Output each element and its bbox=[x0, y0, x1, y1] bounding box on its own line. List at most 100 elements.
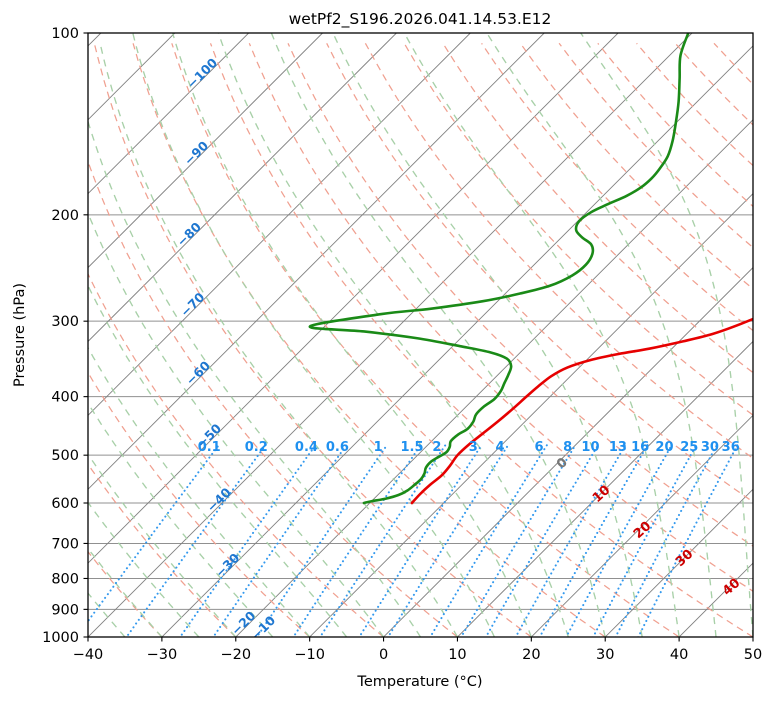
mixing-ratio-line bbox=[460, 443, 577, 637]
mixing-ratio-line bbox=[292, 443, 422, 637]
mixing-ratio-label: 36 bbox=[722, 440, 740, 455]
x-tick-label: −30 bbox=[147, 647, 178, 663]
mixing-ratio-label: 25 bbox=[680, 440, 698, 455]
dry-adiabat-line bbox=[248, 43, 753, 592]
y-tick-label: 300 bbox=[51, 314, 79, 330]
mixing-ratio-line bbox=[178, 443, 317, 637]
mixing-ratio-line bbox=[386, 443, 510, 637]
y-tick-label: 200 bbox=[51, 208, 79, 224]
mixing-ratio-line bbox=[318, 443, 447, 637]
isotherm-line bbox=[88, 33, 471, 416]
x-tick-label: 0 bbox=[379, 647, 388, 663]
moist-adiabat-line bbox=[88, 346, 311, 637]
moist-adiabat-line bbox=[217, 33, 569, 637]
mixing-ratio-line bbox=[429, 443, 549, 637]
y-tick-label: 700 bbox=[51, 536, 79, 552]
dry-adiabat-line bbox=[636, 42, 753, 167]
mixing-ratio-label: 1.5 bbox=[401, 440, 424, 455]
dry-adiabat-line bbox=[88, 159, 458, 637]
mixing-ratio-line bbox=[565, 443, 673, 637]
y-tick-label: 500 bbox=[51, 448, 79, 464]
moist-adiabat-line bbox=[132, 33, 496, 637]
x-tick-label: −40 bbox=[73, 647, 104, 663]
y-tick-label: 100 bbox=[51, 26, 79, 42]
mixing-ratio-line bbox=[484, 443, 600, 637]
dry-adiabat-line bbox=[88, 272, 384, 637]
moist-adiabat-line bbox=[270, 33, 606, 637]
grid-layer bbox=[88, 33, 753, 637]
chart-title: wetPf2_S196.2026.041.14.53.E12 bbox=[289, 10, 552, 29]
y-tick-label: 400 bbox=[51, 390, 79, 406]
isotherm-line bbox=[88, 33, 619, 564]
mixing-ratio-label: 1 bbox=[374, 440, 383, 455]
dry-adiabat-line bbox=[88, 463, 237, 637]
y-tick-label: 1000 bbox=[42, 630, 79, 646]
profile-dewpoint bbox=[308, 33, 690, 505]
moist-adiabat-line bbox=[88, 453, 237, 637]
moist-adiabat-line bbox=[88, 284, 348, 637]
dry-adiabat-line bbox=[519, 42, 753, 290]
moist-adiabat-line bbox=[88, 119, 422, 637]
isotherm-line bbox=[88, 33, 249, 195]
mixing-ratio-line bbox=[212, 443, 348, 637]
isotherm-line bbox=[457, 340, 753, 637]
moist-adiabat-line bbox=[88, 401, 274, 637]
x-tick-label: −20 bbox=[220, 647, 251, 663]
mixing-ratio-line bbox=[592, 443, 698, 637]
profile-temperature bbox=[410, 317, 753, 505]
isotherm-line bbox=[161, 45, 753, 637]
mixing-ratio-label: 3 bbox=[469, 440, 478, 455]
isotherm-line bbox=[235, 119, 753, 637]
moist-adiabat-line bbox=[99, 43, 459, 637]
x-tick-label: 30 bbox=[596, 647, 614, 663]
isotherm-line bbox=[88, 33, 323, 269]
x-tick-label: 10 bbox=[448, 647, 466, 663]
axis-layer: −40 −30 −20 −10 0 10 20 30 40 5010020030040050060… bbox=[42, 26, 762, 663]
mixing-ratio-label: 13 bbox=[609, 440, 627, 455]
mixing-ratio-label: 4 bbox=[495, 440, 504, 455]
moist-adiabat-line bbox=[580, 33, 753, 637]
y-tick-label: 600 bbox=[51, 496, 79, 512]
mixing-ratio-label: 0.4 bbox=[295, 440, 318, 455]
y-tick-label: 900 bbox=[51, 602, 79, 618]
mixing-ratio-label: 0.1 bbox=[198, 440, 221, 455]
mixing-ratio-label: 8 bbox=[563, 440, 572, 455]
mixing-ratio-label: 2 bbox=[432, 440, 441, 455]
isotherm-line bbox=[383, 266, 753, 637]
plot-frame bbox=[87, 32, 754, 638]
isotherm-line bbox=[88, 33, 545, 490]
isotherm-line bbox=[531, 414, 753, 637]
x-tick-label: 50 bbox=[744, 647, 762, 663]
dry-adiabat-line bbox=[209, 43, 753, 637]
mixing-ratio-label: 0.6 bbox=[326, 440, 349, 455]
mixing-ratio-line bbox=[514, 443, 627, 637]
mixing-ratio-label: 10 bbox=[581, 440, 599, 455]
mixing-ratio-label: 16 bbox=[631, 440, 649, 455]
x-tick-label: 40 bbox=[670, 647, 688, 663]
isotherm-line bbox=[309, 193, 753, 637]
x-tick-label: −10 bbox=[294, 647, 325, 663]
mixing-ratio-line bbox=[637, 443, 739, 637]
mixing-ratio-label: 6 bbox=[534, 440, 543, 455]
dry-adiabat-line bbox=[287, 43, 753, 547]
dry-adiabat-line bbox=[364, 42, 753, 459]
moist-adiabat-line bbox=[332, 33, 643, 637]
mixing-ratio-line bbox=[125, 443, 267, 637]
x-axis-title: Temperature (°C) bbox=[356, 674, 482, 690]
mixing-ratio-label: 30 bbox=[701, 440, 719, 455]
isotherm-line bbox=[88, 33, 397, 343]
dry-adiabat-line bbox=[171, 43, 680, 637]
y-axis-title: Pressure (hPa) bbox=[12, 283, 28, 387]
mixing-ratio-label: 0.2 bbox=[245, 440, 268, 455]
moist-adiabat-line bbox=[88, 211, 385, 637]
y-tick-label: 800 bbox=[51, 571, 79, 587]
dry-adiabat-line bbox=[442, 42, 753, 374]
dry-adiabat-line bbox=[88, 371, 311, 637]
dry-adiabat-line bbox=[597, 42, 753, 208]
mixing-ratio-line bbox=[538, 443, 649, 637]
moist-adiabat-line bbox=[486, 33, 717, 637]
x-tick-label: 20 bbox=[522, 647, 540, 663]
